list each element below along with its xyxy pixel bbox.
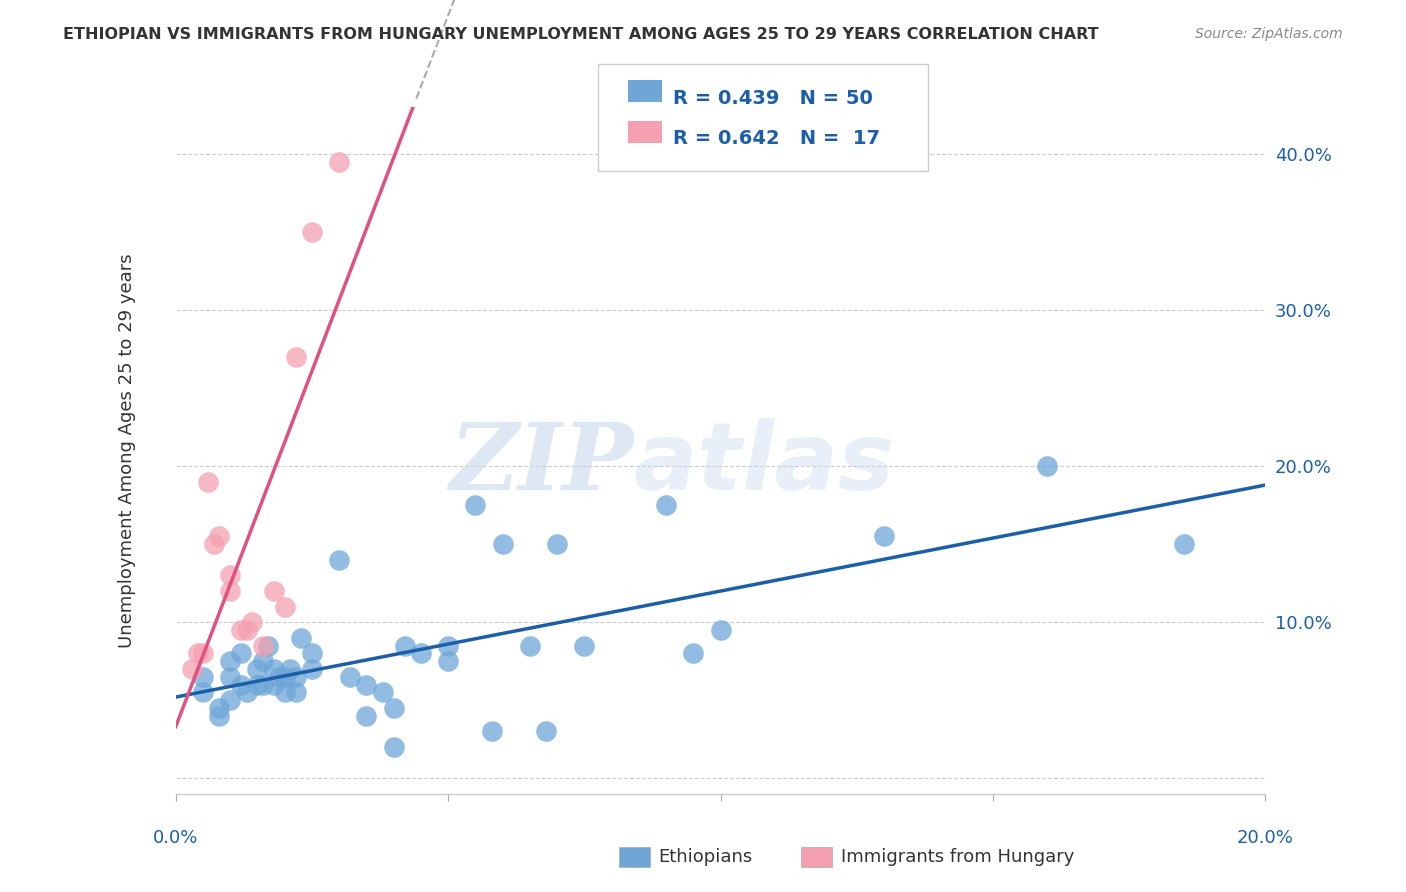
Point bbox=[371, 685, 394, 699]
Point bbox=[284, 670, 307, 684]
Point bbox=[263, 662, 285, 676]
Text: 20.0%: 20.0% bbox=[1237, 829, 1294, 847]
Point bbox=[356, 708, 378, 723]
Point bbox=[301, 662, 323, 676]
Point bbox=[219, 583, 242, 598]
Point bbox=[235, 623, 257, 637]
Text: Ethiopians: Ethiopians bbox=[658, 848, 752, 866]
Point bbox=[219, 693, 242, 707]
Point bbox=[328, 552, 350, 567]
Point bbox=[208, 529, 231, 543]
Point bbox=[546, 537, 568, 551]
Text: R = 0.642   N =  17: R = 0.642 N = 17 bbox=[673, 129, 880, 148]
Point bbox=[231, 678, 253, 692]
Point bbox=[269, 670, 291, 684]
Point bbox=[284, 685, 307, 699]
Point bbox=[257, 639, 280, 653]
Point bbox=[437, 654, 460, 668]
Point bbox=[710, 623, 733, 637]
Point bbox=[492, 537, 515, 551]
Point bbox=[274, 599, 297, 614]
Point bbox=[219, 568, 242, 582]
Point bbox=[274, 670, 297, 684]
Point bbox=[197, 475, 219, 489]
Point bbox=[252, 678, 274, 692]
Point bbox=[191, 670, 214, 684]
Text: Source: ZipAtlas.com: Source: ZipAtlas.com bbox=[1195, 27, 1343, 41]
Point bbox=[409, 646, 432, 660]
Point bbox=[252, 654, 274, 668]
Point bbox=[519, 639, 541, 653]
Point bbox=[231, 623, 253, 637]
Text: ZIP: ZIP bbox=[449, 419, 633, 509]
Point bbox=[655, 498, 678, 512]
Point bbox=[240, 615, 263, 630]
Point bbox=[394, 639, 416, 653]
Point bbox=[181, 662, 204, 676]
Point bbox=[235, 685, 257, 699]
Point bbox=[274, 685, 297, 699]
Point bbox=[191, 685, 214, 699]
Point bbox=[263, 678, 285, 692]
Point bbox=[186, 646, 209, 660]
Point bbox=[246, 678, 269, 692]
Point bbox=[219, 670, 242, 684]
Point bbox=[231, 646, 253, 660]
Text: atlas: atlas bbox=[633, 418, 894, 510]
Text: Unemployment Among Ages 25 to 29 years: Unemployment Among Ages 25 to 29 years bbox=[118, 253, 136, 648]
Point bbox=[682, 646, 704, 660]
Point bbox=[382, 740, 405, 755]
Point bbox=[464, 498, 486, 512]
Point bbox=[437, 639, 460, 653]
Text: ETHIOPIAN VS IMMIGRANTS FROM HUNGARY UNEMPLOYMENT AMONG AGES 25 TO 29 YEARS CORR: ETHIOPIAN VS IMMIGRANTS FROM HUNGARY UNE… bbox=[63, 27, 1099, 42]
Point bbox=[191, 646, 214, 660]
Point bbox=[339, 670, 361, 684]
Point bbox=[252, 639, 274, 653]
Point bbox=[219, 654, 242, 668]
Point bbox=[284, 350, 307, 364]
Point bbox=[873, 529, 896, 543]
Point bbox=[356, 678, 378, 692]
Point bbox=[202, 537, 225, 551]
Point bbox=[481, 724, 503, 739]
Point bbox=[263, 583, 285, 598]
Point bbox=[208, 701, 231, 715]
Text: Immigrants from Hungary: Immigrants from Hungary bbox=[841, 848, 1074, 866]
Point bbox=[301, 646, 323, 660]
Point bbox=[301, 225, 323, 239]
Point bbox=[1173, 537, 1195, 551]
Point bbox=[290, 631, 312, 645]
Point bbox=[246, 662, 269, 676]
Point bbox=[534, 724, 557, 739]
Point bbox=[574, 639, 596, 653]
Point bbox=[1036, 458, 1059, 473]
Point bbox=[278, 662, 301, 676]
Point bbox=[328, 154, 350, 169]
Text: 0.0%: 0.0% bbox=[153, 829, 198, 847]
Point bbox=[382, 701, 405, 715]
Point bbox=[208, 708, 231, 723]
Text: R = 0.439   N = 50: R = 0.439 N = 50 bbox=[673, 89, 873, 108]
